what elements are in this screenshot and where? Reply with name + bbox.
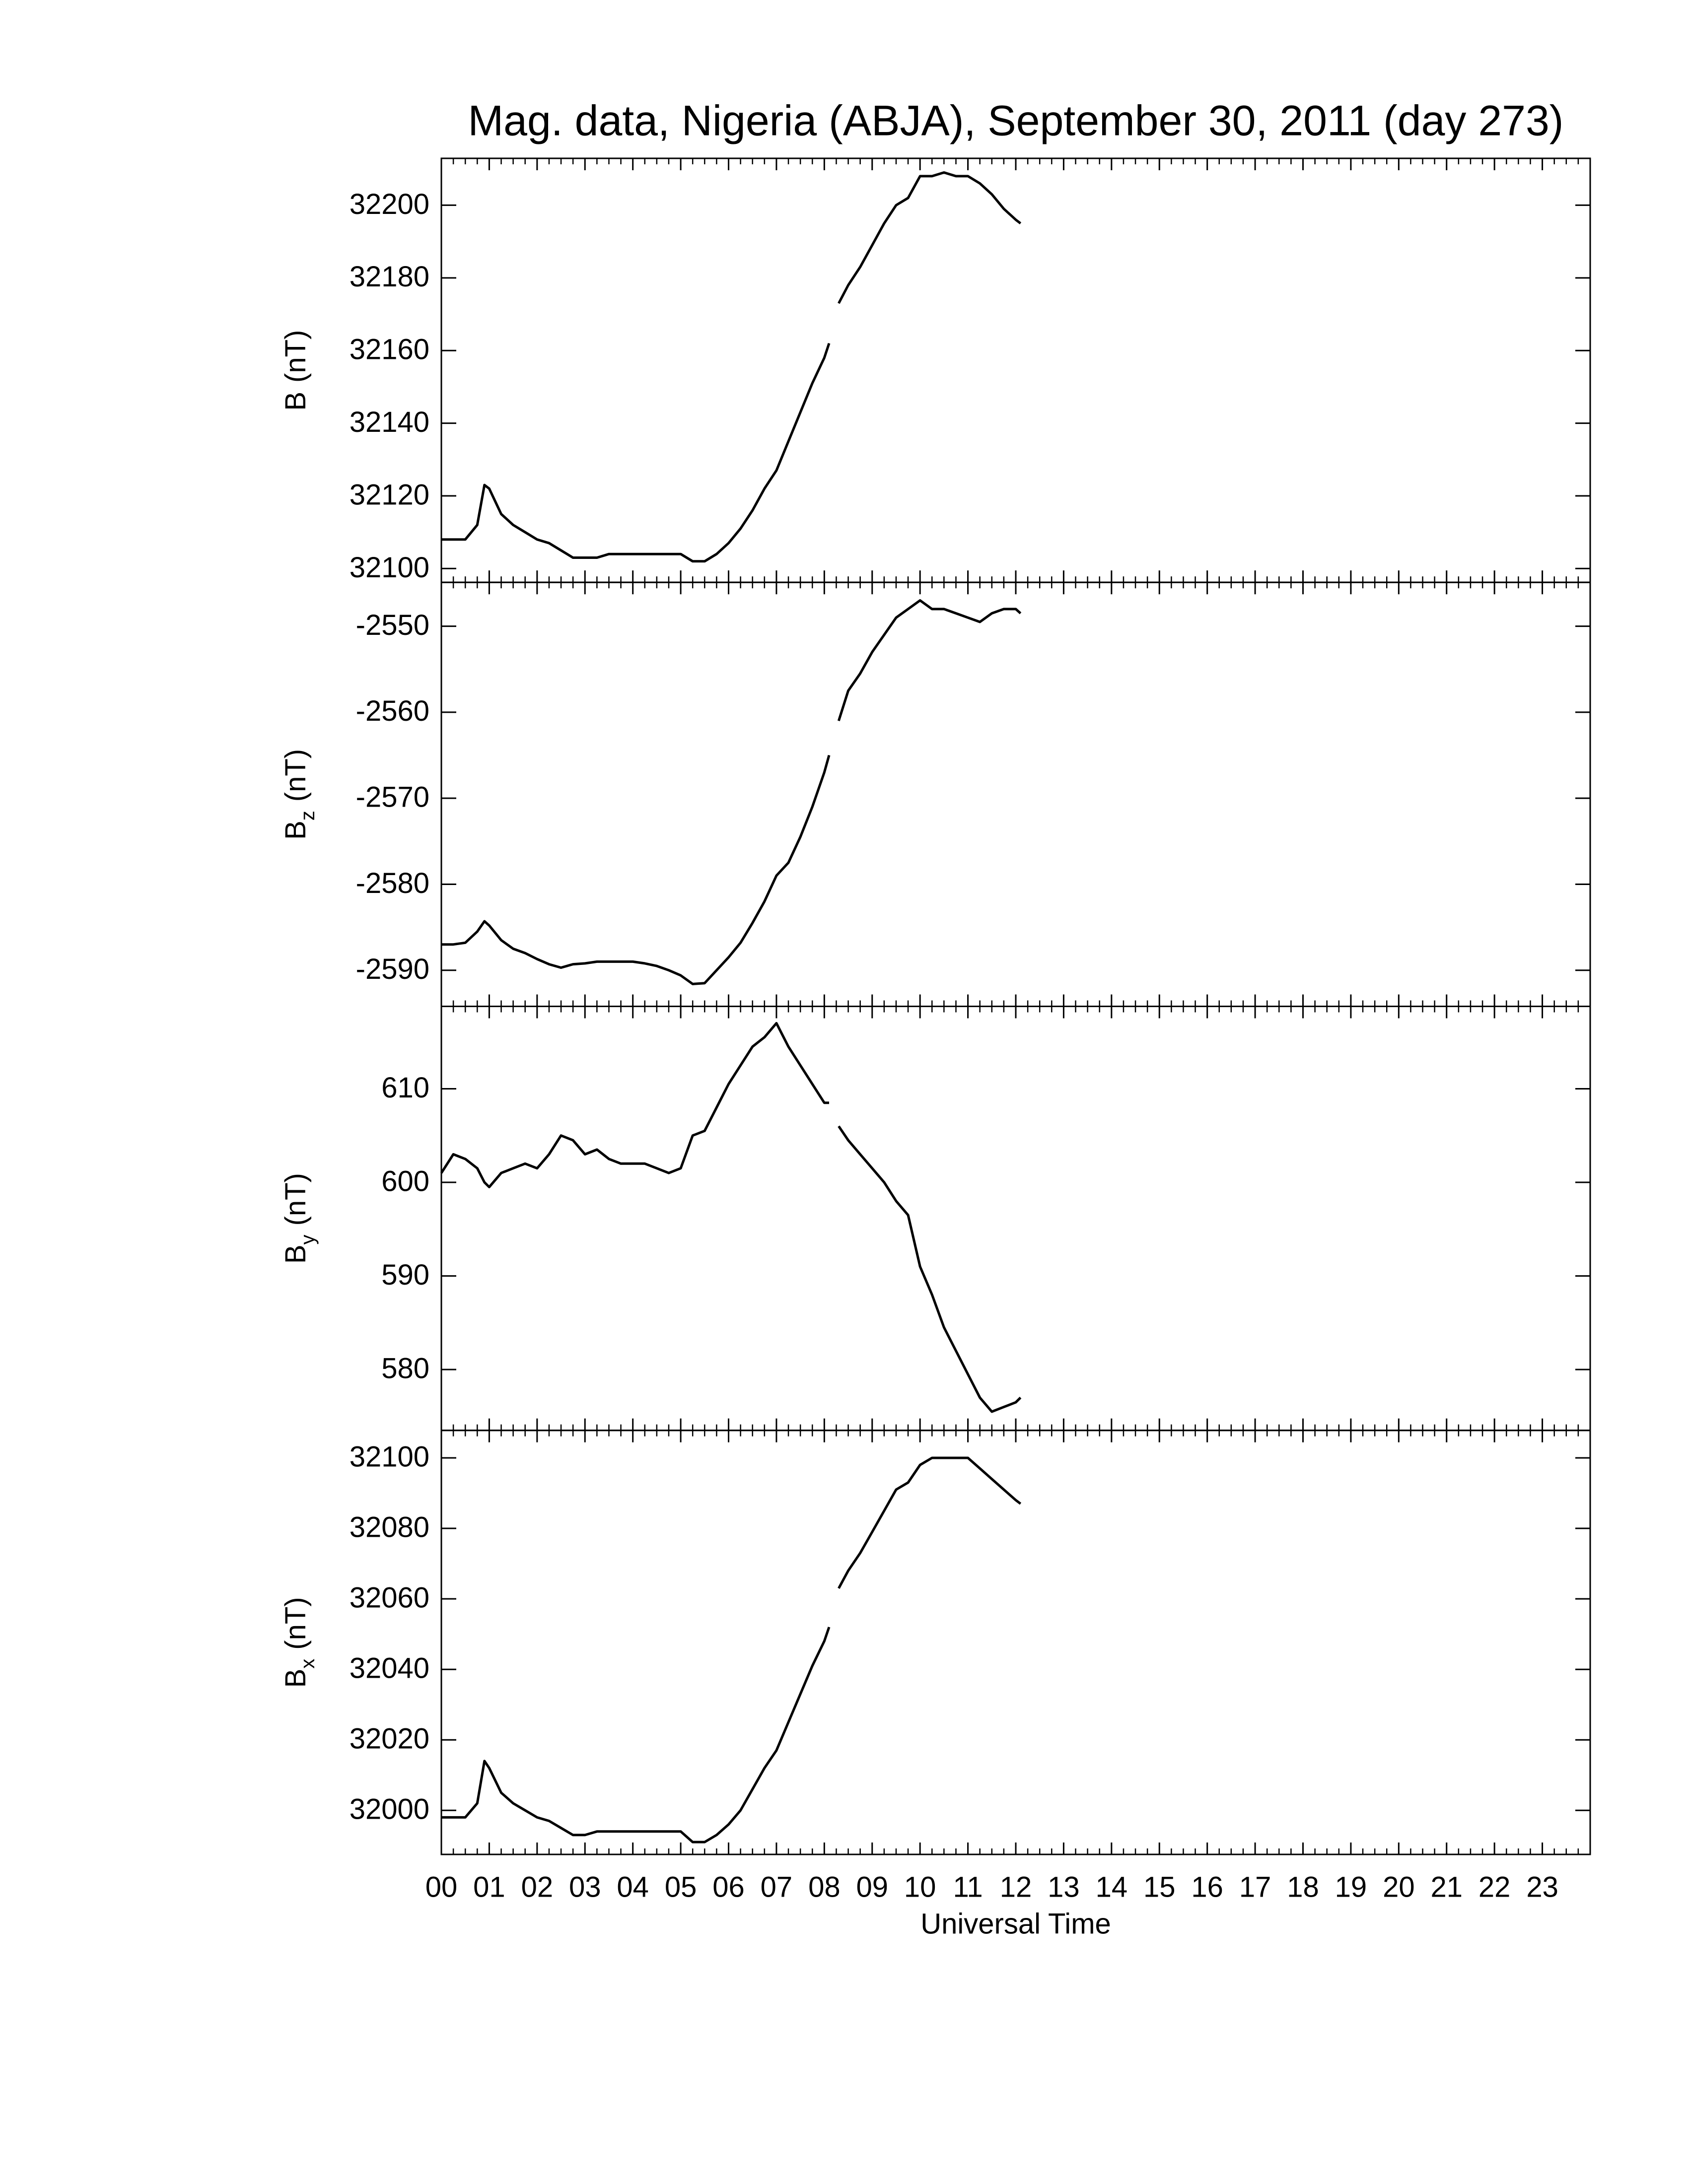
x-tick-label: 15 (1143, 1871, 1176, 1903)
chart-title: Mag. data, Nigeria (ABJA), September 30,… (468, 97, 1564, 145)
x-tick-label: 14 (1096, 1871, 1128, 1903)
x-tick-label: 20 (1383, 1871, 1415, 1903)
y-label-unit: (nT) (280, 749, 312, 802)
x-tick-label: 21 (1430, 1871, 1463, 1903)
x-tick-label: 00 (425, 1871, 458, 1903)
x-tick-label: 01 (473, 1871, 505, 1903)
y-tick-label: 32160 (350, 334, 429, 366)
x-tick-label: 08 (808, 1871, 841, 1903)
y-tick-label: 580 (381, 1353, 429, 1385)
x-tick-label: 06 (712, 1871, 745, 1903)
y-axis-label: Bz (nT) (280, 749, 318, 840)
x-tick-label: 12 (1000, 1871, 1032, 1903)
y-label-symbol: B (280, 392, 312, 411)
y-tick-label: 600 (381, 1165, 429, 1197)
y-label-symbol: B (280, 820, 312, 840)
y-label-symbol: B (280, 1669, 312, 1688)
x-tick-label: 17 (1239, 1871, 1271, 1903)
x-tick-label: 13 (1048, 1871, 1080, 1903)
y-tick-label: 590 (381, 1259, 429, 1291)
data-line (441, 1456, 1022, 1843)
y-tick-label: 32100 (350, 551, 429, 584)
y-label-unit: (nT) (280, 1173, 312, 1226)
y-tick-label: 32140 (350, 406, 429, 438)
y-tick-label: 32000 (350, 1793, 429, 1826)
y-label-unit: (nT) (280, 330, 312, 383)
y-label-symbol: B (280, 1244, 312, 1264)
y-tick-label: 32100 (350, 1440, 429, 1473)
y-tick-label: -2550 (356, 609, 429, 641)
y-axis-label: B (nT) (280, 330, 312, 411)
y-tick-label: 32120 (350, 478, 429, 511)
y-axis-label: Bx (nT) (280, 1597, 318, 1688)
x-tick-label: 22 (1478, 1871, 1511, 1903)
y-tick-label: -2580 (356, 867, 429, 899)
y-tick-label: 610 (381, 1072, 429, 1104)
data-line (441, 599, 1022, 985)
y-tick-label: -2590 (356, 953, 429, 985)
x-tick-label: 09 (856, 1871, 888, 1903)
x-tick-label: 02 (521, 1871, 554, 1903)
y-axis-label: By (nT) (280, 1173, 318, 1264)
y-tick-label: 32200 (350, 188, 429, 220)
y-label-subscript: z (297, 811, 319, 820)
x-tick-label: 10 (904, 1871, 936, 1903)
x-tick-label: 03 (569, 1871, 601, 1903)
y-tick-label: 32020 (350, 1723, 429, 1755)
x-axis-label: Universal Time (920, 1908, 1111, 1940)
plot-frame (440, 1430, 1591, 1855)
x-tick-label: 16 (1191, 1871, 1223, 1903)
data-line (441, 171, 1022, 563)
y-tick-label: 32180 (350, 261, 429, 293)
x-tick-label: 07 (761, 1871, 793, 1903)
x-tick-label: 11 (953, 1871, 983, 1903)
y-label-unit: (nT) (280, 1597, 312, 1649)
y-tick-label: 32060 (350, 1582, 429, 1614)
y-label-subscript: x (297, 1659, 319, 1669)
x-tick-label: 04 (617, 1871, 649, 1903)
x-tick-label: 18 (1287, 1871, 1319, 1903)
y-tick-label: -2560 (356, 695, 429, 727)
data-line (440, 1022, 1022, 1413)
y-tick-label: -2570 (356, 781, 429, 814)
y-label-subscript: y (297, 1234, 319, 1244)
x-tick-label: 19 (1335, 1871, 1367, 1903)
x-tick-label: 23 (1526, 1871, 1558, 1903)
y-tick-label: 32080 (350, 1511, 429, 1543)
y-tick-label: 32040 (350, 1652, 429, 1685)
x-tick-label: 05 (665, 1871, 697, 1903)
